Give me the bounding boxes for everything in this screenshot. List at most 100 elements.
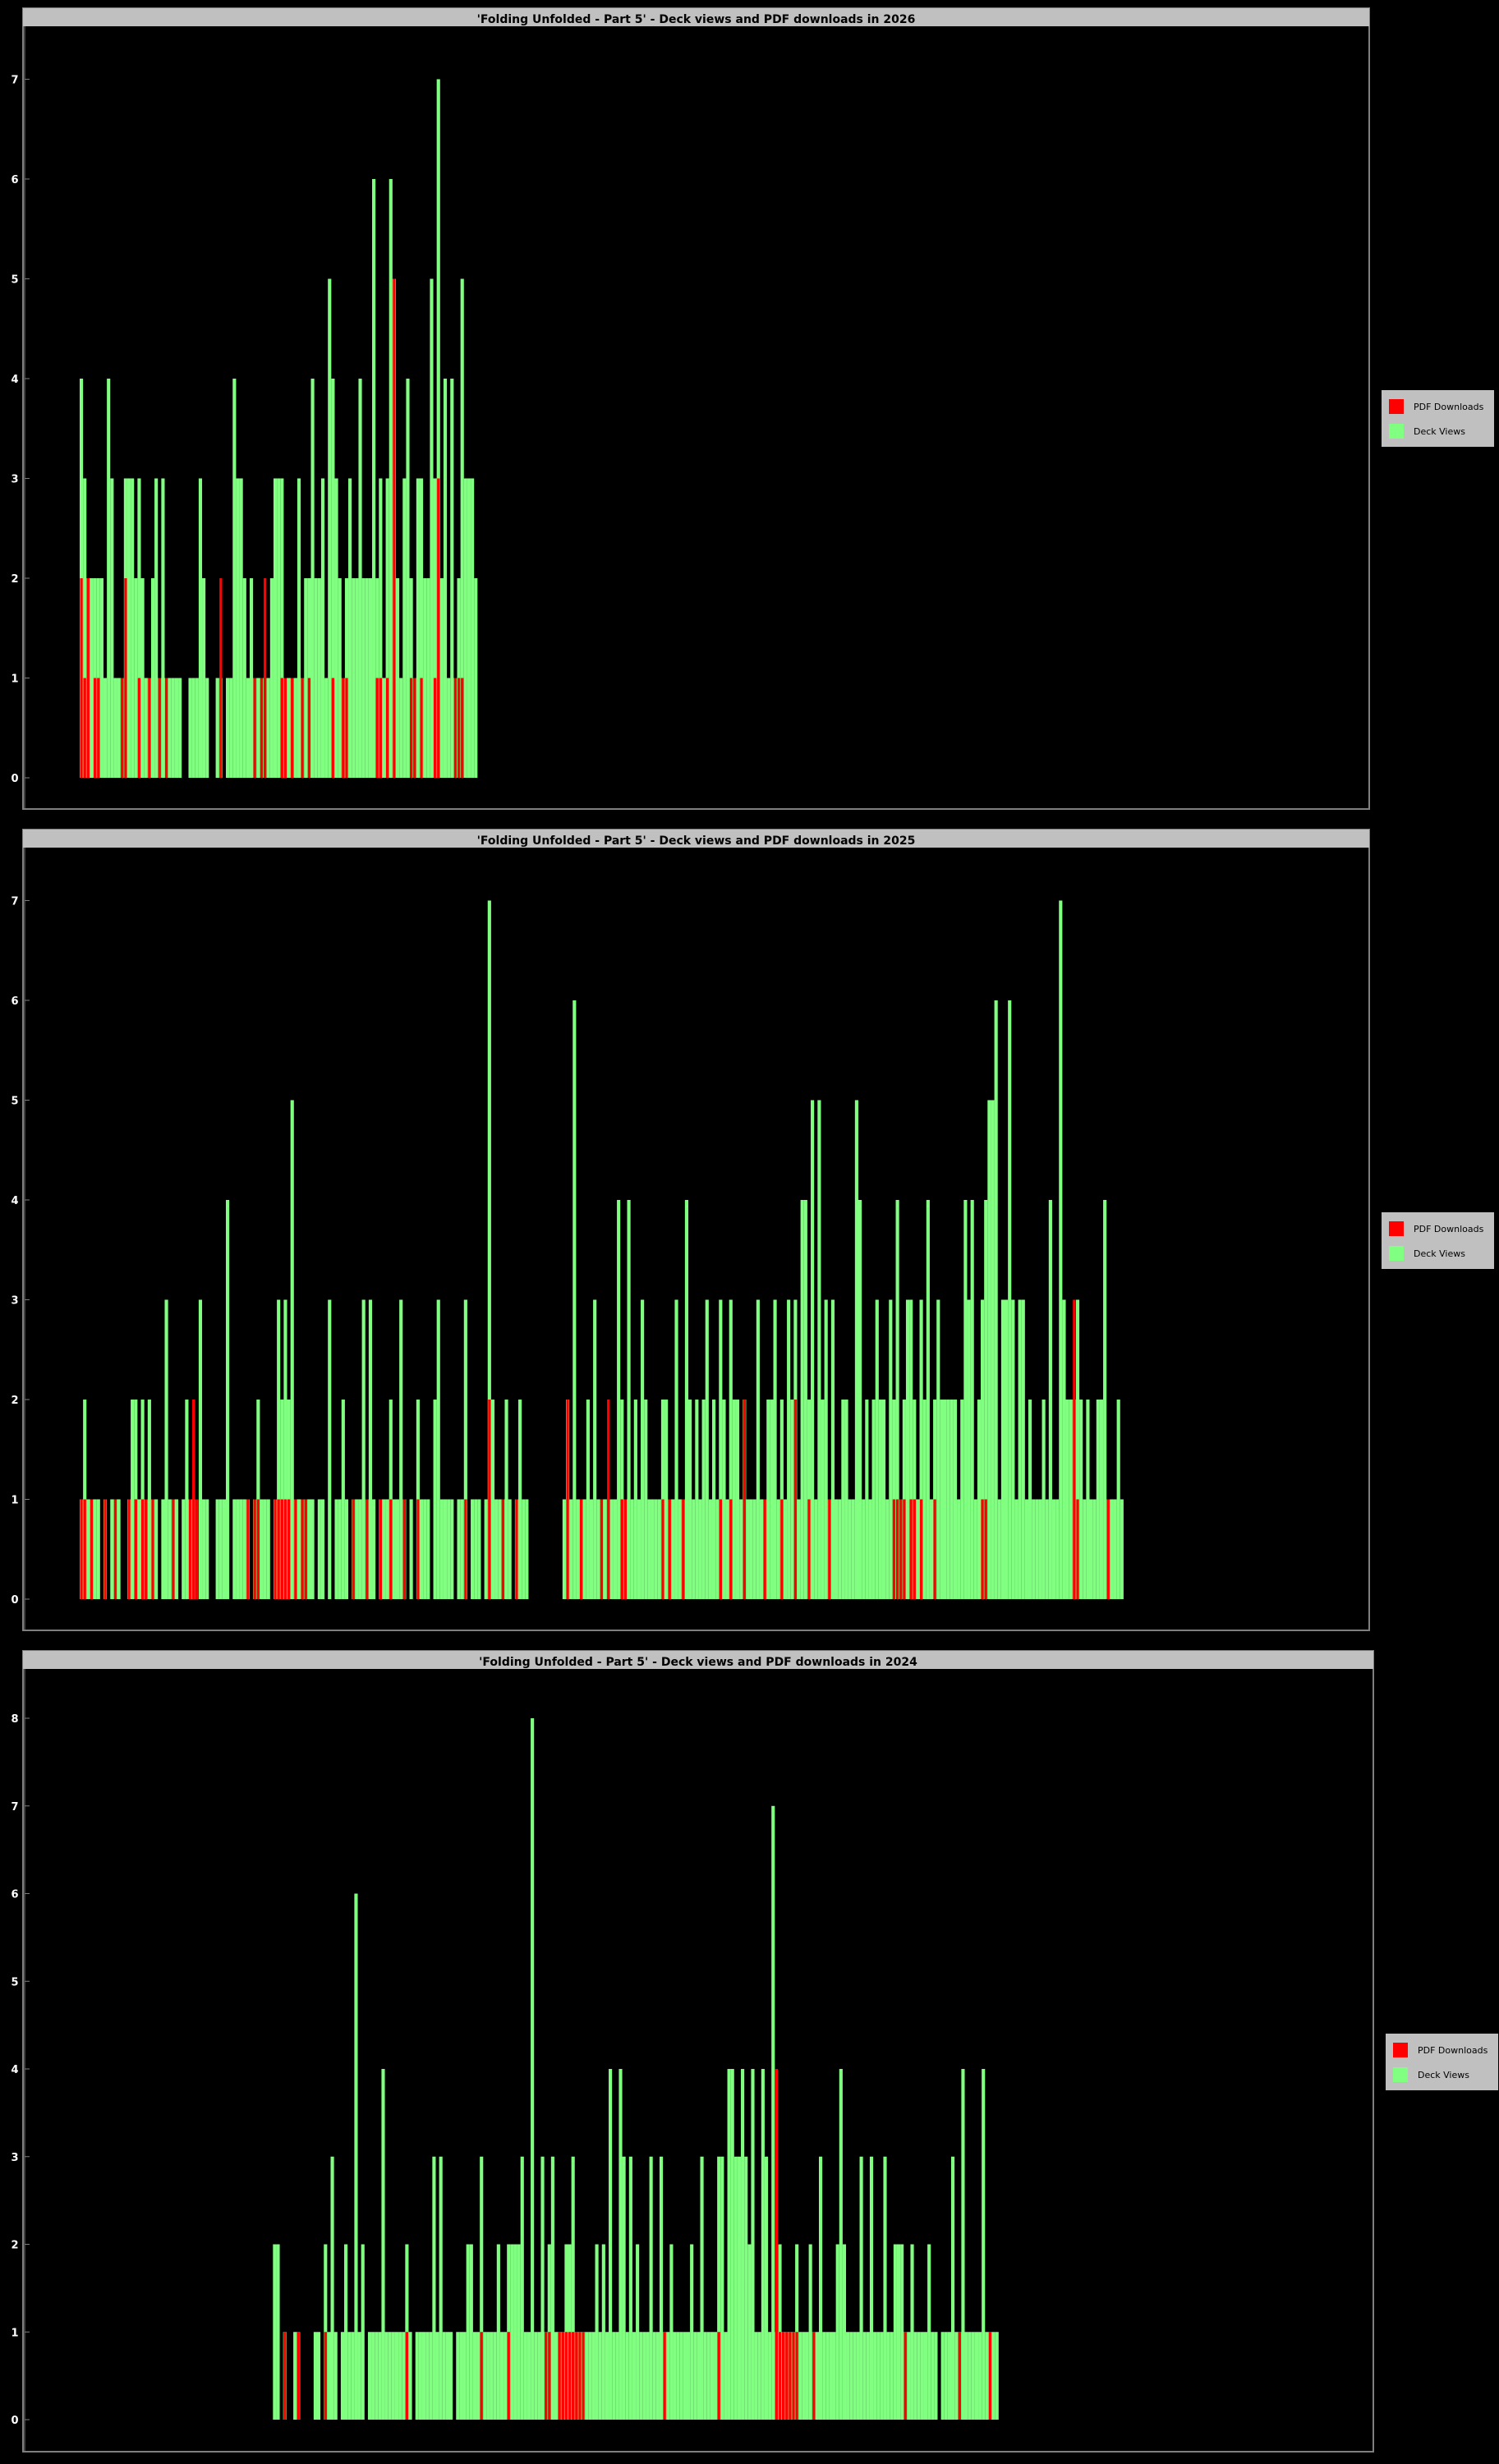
bar-deck-views [103, 678, 108, 778]
bar-deck-views [922, 1399, 927, 1599]
bar-deck-views [686, 2332, 691, 2420]
bar-deck-views [885, 1499, 890, 1599]
bar-deck-views [710, 2332, 715, 2420]
bar-deck-views [805, 2332, 809, 2420]
bar-deck-views [378, 2332, 382, 2420]
bar-deck-views [487, 900, 491, 1599]
bar-pdf-downloads [405, 2332, 409, 2420]
bar-deck-views [430, 278, 434, 778]
bar-deck-views [1113, 1499, 1117, 1599]
y-tick-label: 2 [11, 1395, 18, 1407]
bar-pdf-downloads [301, 1499, 304, 1599]
y-tick-label: 8 [11, 1713, 18, 1726]
bar-pdf-downloads [83, 1499, 86, 1599]
bar-deck-views [919, 1299, 923, 1599]
bar-deck-views [185, 1399, 189, 1599]
bar-deck-views [432, 2156, 436, 2420]
bar-deck-views [249, 577, 254, 778]
bar-deck-views [700, 2156, 704, 2420]
bar-deck-views [639, 2332, 643, 2420]
plot-frame [22, 7, 1370, 810]
y-tick-label: 1 [11, 1494, 18, 1506]
bar-deck-views [351, 2332, 355, 2420]
bar-pdf-downloads [488, 1399, 491, 1599]
bar-deck-views [944, 2332, 948, 2420]
bar-deck-views [365, 577, 369, 778]
bar-deck-views [591, 2332, 595, 2420]
bar-deck-views [1048, 1199, 1052, 1599]
bar-deck-views [647, 1499, 651, 1599]
bar-deck-views [338, 1499, 342, 1599]
bar-deck-views [395, 1499, 400, 1599]
bar-deck-views [829, 2332, 833, 2420]
bar-deck-views [161, 478, 165, 778]
bar-deck-views [856, 2332, 860, 2420]
bar-deck-views [671, 1499, 675, 1599]
bar-deck-views [974, 2332, 979, 2420]
y-tick-label: 1 [11, 673, 18, 685]
bar-deck-views [627, 1199, 631, 1599]
bar-deck-views [968, 2332, 972, 2420]
bar-deck-views [815, 2332, 819, 2420]
bar-deck-views [471, 478, 475, 778]
bar-pdf-downloads [127, 1499, 131, 1599]
bar-pdf-downloads [413, 678, 416, 778]
bar-deck-views [388, 2332, 392, 2420]
bar-pdf-downloads [148, 678, 151, 778]
bar-deck-views [226, 1199, 230, 1599]
bar-pdf-downloads [375, 678, 379, 778]
bar-deck-views [720, 2156, 724, 2420]
bar-deck-views [842, 2244, 847, 2420]
bar-deck-views [436, 1299, 440, 1599]
bar-deck-views [260, 1499, 264, 1599]
bar-pdf-downloads [416, 1499, 420, 1599]
bar-deck-views [997, 1499, 1001, 1599]
bar-deck-views [761, 2069, 765, 2420]
bar-deck-views [168, 678, 172, 778]
bar-deck-views [923, 2332, 928, 2420]
bar-deck-views [657, 1499, 661, 1599]
bar-deck-views [344, 2244, 348, 2420]
bar-deck-views [622, 2156, 626, 2420]
bar-deck-views [1038, 1499, 1042, 1599]
bar-deck-views [617, 1199, 621, 1599]
bar-deck-views [981, 1299, 985, 1599]
plot-frame [22, 1650, 1374, 2453]
bar-deck-views [426, 1499, 430, 1599]
bar-deck-views [1069, 1399, 1073, 1599]
bar-deck-views [913, 2332, 917, 2420]
bar-deck-views [317, 1499, 321, 1599]
bar-pdf-downloads [566, 1399, 569, 1599]
bar-deck-views [644, 1399, 648, 1599]
bar-deck-views [276, 2244, 280, 2420]
bar-deck-views [150, 577, 155, 778]
bar-deck-views [987, 1100, 991, 1599]
bar-deck-views [456, 2332, 460, 2420]
bar-pdf-downloads [103, 1499, 107, 1599]
bar-deck-views [439, 2156, 443, 2420]
bar-deck-views [770, 1399, 774, 1599]
bar-deck-views [304, 577, 308, 778]
bar-pdf-downloads [345, 678, 348, 778]
bar-deck-views [739, 1499, 743, 1599]
legend-swatch-views [1389, 424, 1404, 439]
bar-pdf-downloads [437, 478, 440, 778]
bar-deck-views [717, 2156, 721, 2420]
bar-deck-views [316, 2332, 321, 2420]
bar-deck-views [310, 1499, 315, 1599]
bar-pdf-downloads [291, 678, 294, 778]
bar-pdf-downloads [145, 1499, 148, 1599]
bar-deck-views [1096, 1399, 1100, 1599]
bar-deck-views [798, 2332, 802, 2420]
bar-deck-views [490, 2332, 494, 2420]
bar-deck-views [395, 577, 400, 778]
bar-deck-views [1011, 1299, 1015, 1599]
bar-deck-views [277, 478, 281, 778]
bar-deck-views [929, 1499, 934, 1599]
y-tick-label: 5 [11, 274, 18, 286]
bar-pdf-downloads [988, 2332, 992, 2420]
bar-deck-views [747, 2244, 752, 2420]
bar-pdf-downloads [420, 678, 423, 778]
bar-pdf-downloads [80, 1499, 83, 1599]
bar-deck-views [161, 1499, 165, 1599]
